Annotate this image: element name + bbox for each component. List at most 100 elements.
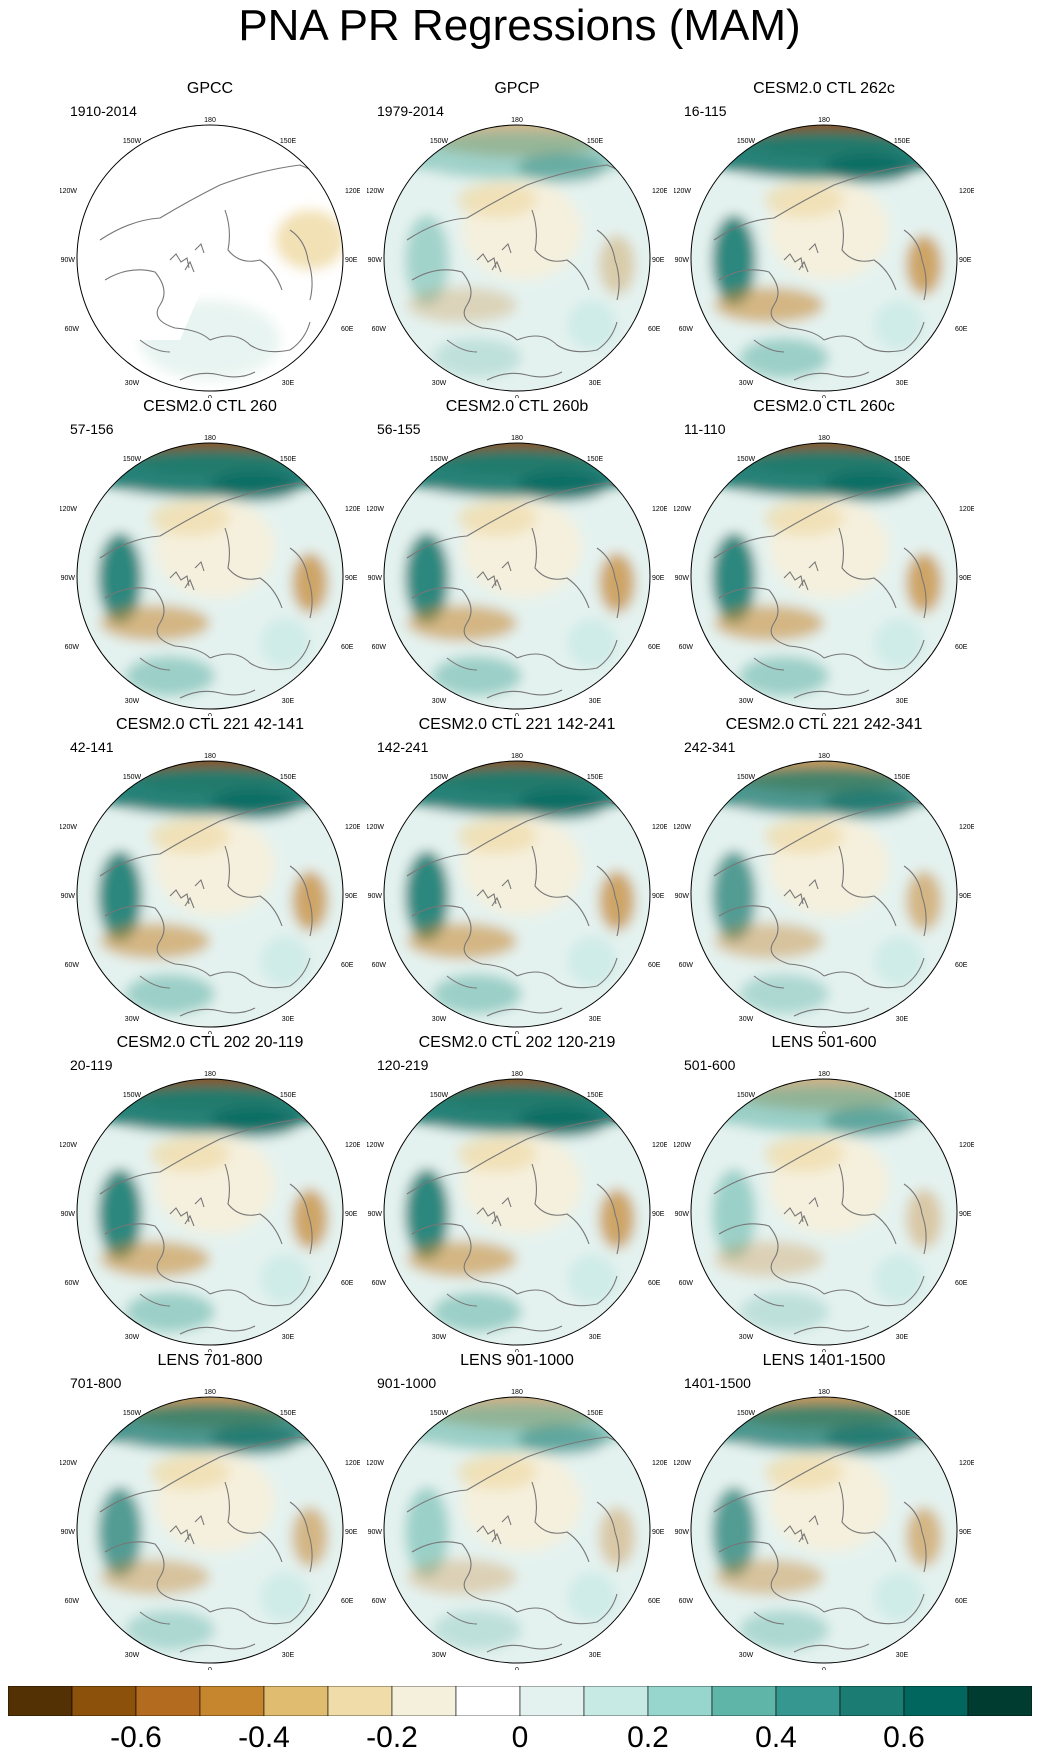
panel-title: CESM2.0 CTL 221 42-141 [116,716,304,733]
degree-label: 180 [204,435,216,442]
degree-label: 90E [959,257,972,264]
degree-label: 0 [515,395,519,398]
degree-label: 90E [345,257,358,264]
degree-label: 120W [367,1142,384,1149]
colorbar-tick-label: 0.2 [627,1721,669,1754]
degree-label: 120W [60,188,77,195]
degree-label: 60W [65,1598,80,1605]
degree-label: 120W [674,188,691,195]
degree-label: 30W [739,380,754,387]
degree-label: 30E [282,698,295,705]
panel-title: CESM2.0 CTL 260b [445,398,589,415]
degree-label: 90W [368,893,383,900]
degree-label: 120W [367,1460,384,1467]
degree-label: 120W [367,506,384,513]
map-panel: CESM2.0 CTL 221 42-141 180 0 150W 150E 120W 12… [60,716,360,1034]
degree-label: 60E [341,326,354,333]
degree-label: 150W [430,456,449,463]
degree-label: 120W [674,506,691,513]
degree-label: 180 [511,1071,523,1078]
degree-label: 0 [822,395,826,398]
degree-label: 30W [125,1652,140,1659]
degree-label: 150W [737,1092,756,1099]
precip-field [77,443,343,709]
degree-label: 150W [123,456,142,463]
polar-map: 180 0 150W 150E 120W 120E 90W 90E 60W 60E 30W 30E [367,753,667,1034]
degree-label: 90W [675,257,690,264]
colorbar-swatch [199,1686,265,1716]
polar-map: 180 0 150W 150E 120W 120E 90W 90E 60W 60E 30W 30E [367,117,667,398]
degree-label: 150W [123,1410,142,1417]
degree-label: 0 [208,1667,212,1670]
degree-label: 30W [432,380,447,387]
polar-map: 180 0 150W 150E 120W 120E 90W 90E 60W 60E 30W 30E [674,1389,974,1670]
colorbar-swatch [583,1686,649,1716]
polar-map: 180 0 150W 150E 120W 120E 90W 90E 60W 60E 30W 30E [60,435,360,716]
panel-title: LENS 1401-1500 [762,1352,886,1369]
degree-label: 30W [125,1016,140,1023]
degree-label: 30W [432,698,447,705]
degree-label: 150E [280,774,297,781]
degree-label: 90E [652,257,665,264]
panel-title: CESM2.0 CTL 260c [753,398,895,415]
panel-title: CESM2.0 CTL 202 120-219 [418,1034,616,1051]
degree-label: 60W [372,326,387,333]
degree-label: 180 [204,117,216,124]
degree-label: 180 [511,753,523,760]
degree-label: 120E [345,188,360,195]
degree-label: 120W [60,824,77,831]
degree-label: 0 [208,1031,212,1034]
degree-label: 60W [65,1280,80,1287]
polar-map: 180 0 150W 150E 120W 120E 90W 90E 60W 60E 30W 30E [60,753,360,1034]
degree-label: 90W [368,257,383,264]
panel-period: 142-241 [377,739,429,755]
degree-label: 60E [955,1280,968,1287]
degree-label: 60W [372,962,387,969]
map-panel: CESM2.0 CTL 202 20-119 180 0 150W 150E 120W 12… [60,1034,360,1352]
map-panel: CESM2.0 CTL 260 180 0 150W 150E 120W 120E 90W 90… [60,398,360,716]
degree-label: 60W [679,644,694,651]
degree-label: 60W [679,326,694,333]
degree-label: 30W [125,380,140,387]
degree-label: 60W [65,644,80,651]
degree-label: 30W [125,698,140,705]
precip-field [691,761,957,1027]
colorbar-swatch [711,1686,777,1716]
degree-label: 30E [896,698,909,705]
panel-period: 20-119 [70,1057,113,1073]
degree-label: 150E [587,456,604,463]
degree-label: 30E [589,1334,602,1341]
degree-label: 120E [652,188,667,195]
degree-label: 0 [822,1349,826,1352]
degree-label: 30E [896,1334,909,1341]
degree-label: 150W [430,1410,449,1417]
degree-label: 90E [652,893,665,900]
colorbar-swatch [519,1686,585,1716]
precip-field [691,1079,957,1345]
degree-label: 150E [894,456,911,463]
colorbar-swatch [327,1686,393,1716]
degree-label: 150W [123,1092,142,1099]
degree-label: 0 [822,713,826,716]
polar-map: 180 0 150W 150E 120W 120E 90W 90E 60W 60E 30W 30E [367,1071,667,1352]
degree-label: 0 [822,1667,826,1670]
panel-period: 1910-2014 [70,103,137,119]
degree-label: 30E [282,1016,295,1023]
degree-label: 60E [341,1280,354,1287]
degree-label: 60W [372,644,387,651]
degree-label: 180 [818,1071,830,1078]
degree-label: 60E [648,1598,661,1605]
degree-label: 90W [61,257,76,264]
degree-label: 90E [959,575,972,582]
panel-period: 57-156 [70,421,114,437]
colorbar-tick-label: -0.6 [110,1721,162,1754]
degree-label: 60W [65,962,80,969]
colorbar [8,1686,1032,1716]
degree-label: 120E [345,824,360,831]
degree-label: 60E [955,326,968,333]
precip-field [384,1079,650,1345]
degree-label: 180 [818,435,830,442]
precip-field [384,443,650,709]
degree-label: 120E [652,1142,667,1149]
map-panel: CESM2.0 CTL 202 120-2191800150W150E120W1… [367,1034,667,1352]
